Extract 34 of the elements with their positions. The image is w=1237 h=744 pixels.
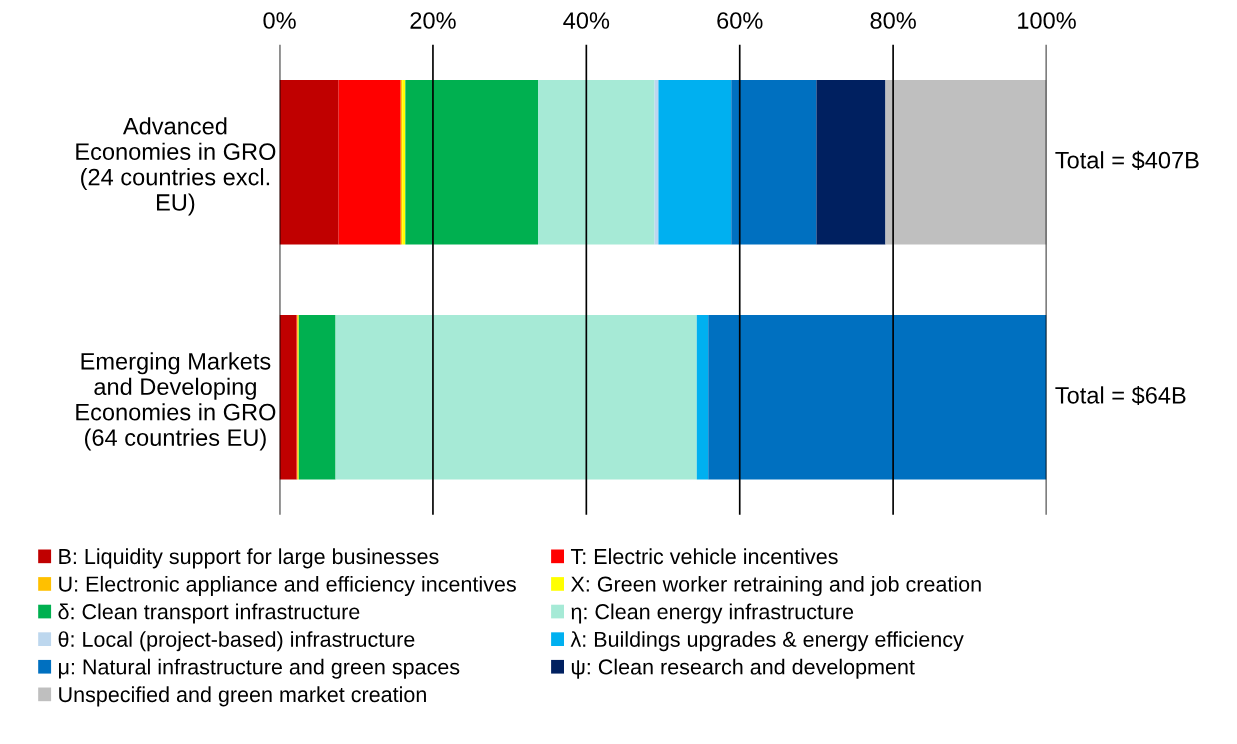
bar [885,79,1047,245]
x-tick-label: 40% [563,12,610,29]
bar [658,79,732,245]
legend-label: ψ: Clean research and development [571,658,915,679]
bar [298,315,336,480]
bar [279,79,339,245]
legend-label: T: Electric vehicle incentives [570,548,838,565]
legend-label: δ: Clean transport infrastructure [58,603,360,624]
legend-label: U: Electronic appliance and efficiency incentives [59,575,516,596]
legend-label: μ: Natural infrastructure and green spaces [59,658,460,679]
legend-label: B: Liquidity support for large businesses [59,548,439,569]
bar [279,315,297,480]
bar [696,315,709,480]
x-tick-label: 20% [410,12,456,29]
x-tick-label: 0% [263,12,296,29]
y-tick-label: Advanced Economies in GRO (24 countries excl. EU) [76,117,276,216]
legend-label: θ: Local (project-based) infrastructure [58,631,415,652]
legend-label: η: Clean energy infrastructure [571,603,854,624]
bar [708,315,1047,480]
legend-label: λ: Buildings upgrades & energy efficiency [570,631,964,652]
annotation: Total = $407B [1055,150,1199,170]
bar [538,79,655,245]
bar [405,79,539,245]
x-tick-label: 80% [870,12,916,29]
x-tick-label: 60% [717,12,763,29]
x-tick-label: 100% [1018,12,1076,29]
annotation: Total = $64B [1055,385,1186,406]
legend-label: Unspecified and green market creation [59,686,426,707]
bar [335,315,697,480]
bar [731,79,817,245]
legend-label: X: Green worker retraining and job creation [570,575,981,596]
y-tick-label: Emerging Markets and Developing Economies in GRO (64 countries EU) [76,352,276,451]
bar [816,79,886,245]
bar [338,79,401,245]
